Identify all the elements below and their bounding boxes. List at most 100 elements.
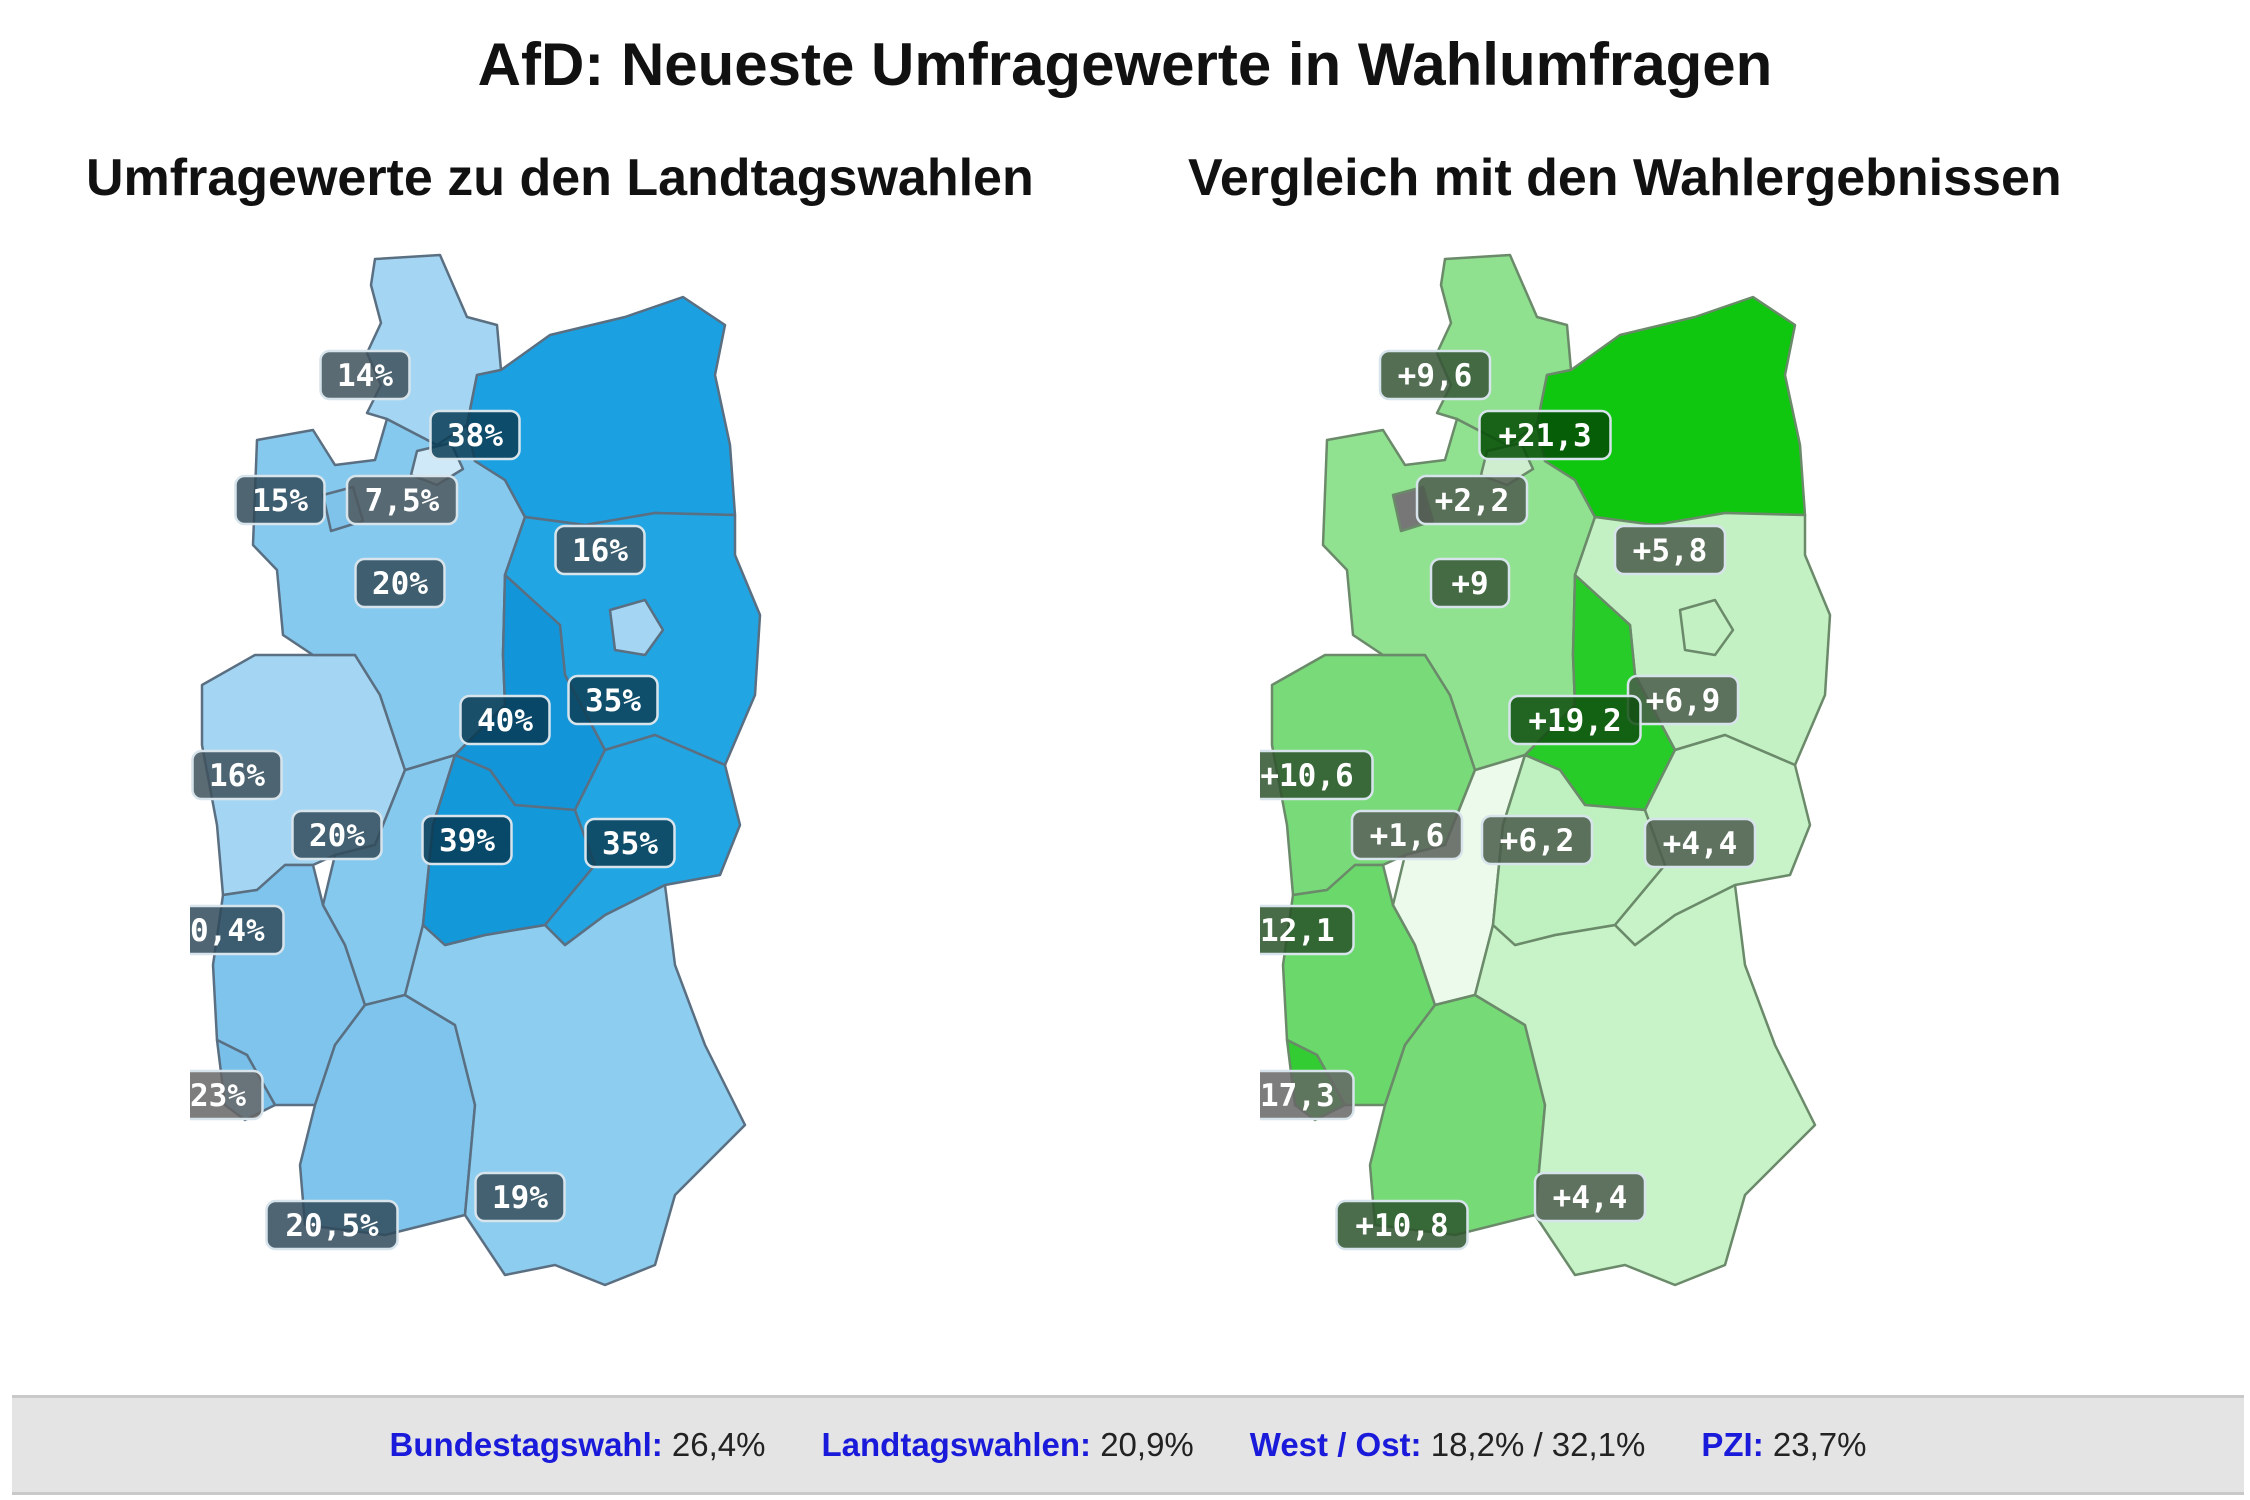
value-label-box bbox=[1533, 1171, 1647, 1223]
stat-pzi: PZI: 23,7% bbox=[1701, 1426, 1866, 1464]
value-label-ni: 20% bbox=[354, 557, 446, 609]
value-label-box bbox=[191, 749, 283, 801]
value-label-text: 35% bbox=[602, 826, 658, 862]
value-label-sn: 35% bbox=[584, 817, 676, 869]
value-label-text: 38% bbox=[447, 418, 503, 454]
value-label-box bbox=[459, 694, 551, 746]
value-label-box bbox=[1478, 409, 1612, 461]
value-label-bb: +6,9 bbox=[1626, 674, 1740, 726]
value-label-mv: 38% bbox=[429, 409, 521, 461]
value-label-text: +19,2 bbox=[1528, 703, 1621, 739]
value-label-sn: +4,4 bbox=[1643, 817, 1757, 869]
stat-value: 23,7% bbox=[1772, 1426, 1867, 1463]
value-label-text: +6,9 bbox=[1646, 683, 1721, 719]
value-label-by: 19% bbox=[474, 1171, 566, 1223]
value-label-be: +5,8 bbox=[1613, 524, 1727, 576]
footer-stats-bar: Bundestagswahl: 26,4% Landtagswahlen: 20… bbox=[12, 1395, 2244, 1495]
value-label-box bbox=[1378, 349, 1492, 401]
value-label-box bbox=[554, 524, 646, 576]
value-label-st: 40% bbox=[459, 694, 551, 746]
left-map-subtitle: Umfragewerte zu den Landtagswahlen bbox=[86, 149, 1034, 207]
value-label-text: +2,2 bbox=[1435, 483, 1510, 519]
value-label-be: 16% bbox=[554, 524, 646, 576]
value-label-text: 20% bbox=[309, 818, 365, 854]
value-label-box bbox=[265, 1199, 399, 1251]
value-label-bw: 20,5% bbox=[265, 1199, 399, 1251]
value-label-text: +6,2 bbox=[1500, 823, 1575, 859]
value-label-sh: 14% bbox=[319, 349, 411, 401]
value-label-by: +4,4 bbox=[1533, 1171, 1647, 1223]
value-label-text: 40% bbox=[477, 703, 533, 739]
stat-bundestagswahl: Bundestagswahl: 26,4% bbox=[390, 1426, 766, 1464]
value-label-th: +6,2 bbox=[1480, 814, 1594, 866]
value-label-box bbox=[567, 674, 659, 726]
value-label-box bbox=[584, 817, 676, 869]
value-label-text: 16% bbox=[572, 533, 628, 569]
value-label-st: +19,2 bbox=[1508, 694, 1642, 746]
stat-value: 26,4% bbox=[671, 1426, 766, 1463]
value-label-text: 20% bbox=[372, 566, 428, 602]
value-label-rp: +12,1 bbox=[1260, 904, 1355, 956]
value-label-text: 16% bbox=[209, 758, 265, 794]
value-label-text: 23% bbox=[190, 1078, 246, 1114]
value-label-hh: +2,2 bbox=[1415, 474, 1529, 526]
value-label-box bbox=[429, 409, 521, 461]
stat-west-ost: West / Ost: 18,2% / 32,1% bbox=[1250, 1426, 1646, 1464]
value-label-text: +4,4 bbox=[1663, 826, 1738, 862]
value-label-box bbox=[190, 1069, 264, 1121]
value-label-text: 39% bbox=[439, 823, 495, 859]
value-label-th: 39% bbox=[421, 814, 513, 866]
value-label-text: +21,3 bbox=[1498, 418, 1591, 454]
region-mv bbox=[1535, 295, 1807, 527]
region-be bbox=[608, 598, 665, 657]
value-label-he: +1,6 bbox=[1350, 809, 1464, 861]
value-label-sl: 23% bbox=[190, 1069, 264, 1121]
value-label-box bbox=[1260, 1069, 1355, 1121]
value-label-text: 14% bbox=[337, 358, 393, 394]
value-label-he: 20% bbox=[291, 809, 383, 861]
value-label-box bbox=[1335, 1199, 1469, 1251]
value-label-sl: +17,3 bbox=[1260, 1069, 1355, 1121]
stat-label: Landtagswahlen: bbox=[821, 1426, 1092, 1463]
value-label-text: +10,8 bbox=[1355, 1208, 1448, 1244]
value-label-box bbox=[1260, 749, 1374, 801]
left-map: 16% 20,4% 23% 20% 20,5% 19% 20% 14% 38% 35% 40% 39%… bbox=[190, 253, 762, 1287]
value-label-text: 15% bbox=[252, 483, 308, 519]
value-label-nw: +10,6 bbox=[1260, 749, 1374, 801]
value-label-box bbox=[234, 474, 326, 526]
value-label-box bbox=[345, 474, 459, 526]
value-label-box bbox=[291, 809, 383, 861]
value-label-text: 7,5% bbox=[365, 483, 440, 519]
right-map-subtitle: Vergleich mit den Wahlergebnissen bbox=[1188, 149, 2062, 207]
value-label-box bbox=[1613, 524, 1727, 576]
value-label-text: +12,1 bbox=[1260, 913, 1335, 949]
value-label-ni: +9 bbox=[1429, 557, 1511, 609]
main-title: AfD: Neueste Umfragewerte in Wahlumfrage… bbox=[477, 31, 1773, 98]
value-label-box bbox=[1643, 817, 1757, 869]
value-label-box bbox=[1429, 557, 1511, 609]
region-be bbox=[1678, 598, 1735, 657]
value-label-hh: 7,5% bbox=[345, 474, 459, 526]
value-label-nw: 16% bbox=[191, 749, 283, 801]
value-label-box bbox=[354, 557, 446, 609]
stat-value: 20,9% bbox=[1100, 1426, 1194, 1463]
value-label-text: +10,6 bbox=[1260, 758, 1353, 794]
stat-label: PZI: bbox=[1701, 1426, 1764, 1463]
value-label-mv: +21,3 bbox=[1478, 409, 1612, 461]
value-label-bb: 35% bbox=[567, 674, 659, 726]
stat-value: 18,2% / 32,1% bbox=[1430, 1426, 1646, 1463]
stat-label: Bundestagswahl: bbox=[389, 1426, 663, 1463]
value-label-sh: +9,6 bbox=[1378, 349, 1492, 401]
value-label-rp: 20,4% bbox=[190, 904, 285, 956]
value-label-text: +9 bbox=[1451, 566, 1488, 602]
value-label-box bbox=[1350, 809, 1464, 861]
value-label-box bbox=[1260, 904, 1355, 956]
value-label-text: +5,8 bbox=[1633, 533, 1708, 569]
value-label-box bbox=[1415, 474, 1529, 526]
right-map: +10,6 +12,1 +17,3 +1,6 +10,8 +4,4 +9 +9,6 +21,3 +… bbox=[1260, 253, 1832, 1287]
value-label-text: 20,5% bbox=[285, 1208, 379, 1244]
stat-label: West / Ost: bbox=[1249, 1426, 1422, 1463]
value-label-box bbox=[1508, 694, 1642, 746]
value-label-box bbox=[319, 349, 411, 401]
value-label-box bbox=[421, 814, 513, 866]
